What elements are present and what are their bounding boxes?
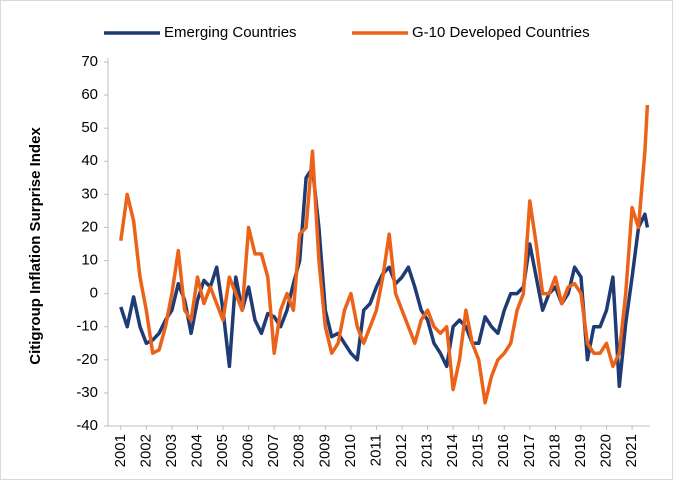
y-tick-label: -20 xyxy=(76,351,98,368)
x-tick-label: 2013 xyxy=(419,434,436,467)
y-tick-label: 40 xyxy=(81,152,98,169)
x-tick-label: 2016 xyxy=(495,434,512,467)
y-tick-label: 20 xyxy=(81,218,98,235)
x-tick-label: 2020 xyxy=(598,434,615,467)
x-tick-label: 2019 xyxy=(572,434,589,467)
x-tick-label: 2011 xyxy=(367,434,384,466)
y-axis-label: Citigroup Inflation Surprise Index xyxy=(27,127,44,365)
x-tick-label: 2007 xyxy=(265,434,282,467)
y-tick-label: -40 xyxy=(76,417,98,434)
y-tick-label: 60 xyxy=(81,86,98,103)
x-tick-label: 2003 xyxy=(163,434,180,467)
y-tick-label: 0 xyxy=(90,285,98,302)
x-tick-label: 2001 xyxy=(112,434,129,467)
x-tick-label: 2017 xyxy=(521,434,538,467)
y-tick-label: -30 xyxy=(76,384,98,401)
y-tick-label: 30 xyxy=(81,185,98,202)
series-line xyxy=(119,104,650,405)
y-tick-label: 10 xyxy=(81,252,98,269)
y-tick-label: 50 xyxy=(81,119,98,136)
x-tick-label: 2015 xyxy=(470,434,487,467)
x-tick-label: 2006 xyxy=(240,434,257,467)
y-tick-label: -10 xyxy=(76,318,98,335)
x-tick-label: 2014 xyxy=(444,434,461,467)
x-tick-label: 2021 xyxy=(623,434,640,467)
x-tick-label: 2009 xyxy=(316,434,333,467)
x-tick-label: 2008 xyxy=(291,434,308,467)
x-tick-label: 2004 xyxy=(188,434,205,467)
x-tick-label: 2002 xyxy=(137,434,154,467)
legend-label: G-10 Developed Countries xyxy=(412,24,590,41)
x-tick-label: 2012 xyxy=(393,434,410,467)
x-tick-label: 2018 xyxy=(546,434,563,467)
legend-label: Emerging Countries xyxy=(164,24,297,41)
x-tick-label: 2005 xyxy=(214,434,231,467)
x-tick-label: 2010 xyxy=(342,434,359,467)
y-tick-label: 70 xyxy=(81,53,98,70)
